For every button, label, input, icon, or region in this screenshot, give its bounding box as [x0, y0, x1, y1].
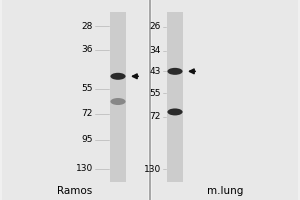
Text: 55: 55 — [82, 84, 93, 93]
Text: 34: 34 — [150, 46, 161, 55]
Text: 26: 26 — [150, 22, 161, 31]
Text: 72: 72 — [150, 112, 161, 121]
Ellipse shape — [167, 68, 183, 75]
Ellipse shape — [110, 73, 126, 80]
Bar — [152, 0, 298, 200]
Text: 95: 95 — [82, 135, 93, 144]
Text: 72: 72 — [82, 109, 93, 118]
Bar — [110, 12, 126, 182]
Text: 130: 130 — [144, 165, 161, 174]
Text: m.lung: m.lung — [207, 186, 243, 196]
Bar — [2, 0, 148, 200]
Bar — [167, 12, 183, 182]
Ellipse shape — [167, 108, 183, 115]
Text: 43: 43 — [150, 67, 161, 76]
Text: 36: 36 — [82, 45, 93, 54]
Text: 55: 55 — [149, 89, 161, 98]
Text: 28: 28 — [82, 22, 93, 31]
Ellipse shape — [110, 98, 126, 105]
Text: Ramos: Ramos — [57, 186, 93, 196]
Text: 130: 130 — [76, 164, 93, 173]
